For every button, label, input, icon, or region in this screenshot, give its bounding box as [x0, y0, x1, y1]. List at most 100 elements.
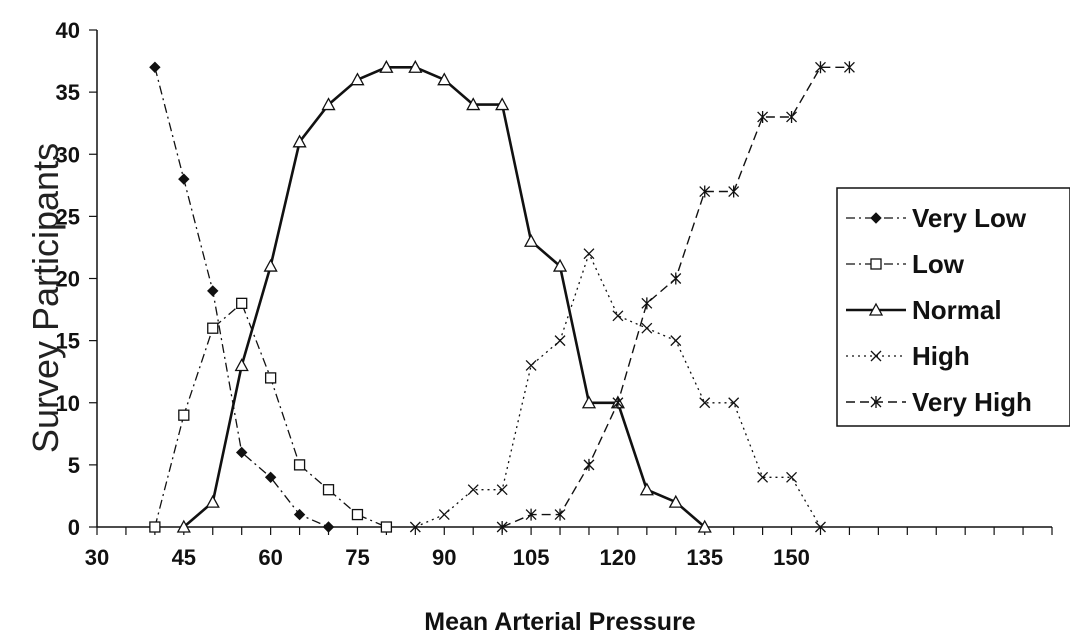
series-very-high — [496, 61, 855, 533]
data-point — [205, 494, 220, 508]
y-tick-label: 20 — [56, 267, 80, 292]
series-low — [149, 297, 393, 533]
x-tick-label: 30 — [85, 545, 109, 570]
data-point — [815, 61, 826, 74]
data-point — [350, 72, 365, 86]
data-point — [263, 258, 278, 272]
legend-item-very-low: Very Low — [846, 203, 1027, 233]
data-point — [612, 310, 624, 322]
legend-item-very-high: Very High — [846, 387, 1032, 417]
data-point — [728, 185, 740, 198]
data-point — [786, 110, 798, 123]
y-tick-label: 40 — [56, 18, 80, 43]
x-axis-title: Mean Arterial Pressure — [424, 608, 696, 636]
data-point — [670, 272, 682, 285]
data-point — [552, 258, 568, 272]
data-point — [178, 409, 190, 421]
data-point — [292, 134, 307, 148]
data-point — [322, 484, 335, 496]
data-point — [699, 185, 711, 198]
y-tick-label: 35 — [56, 80, 80, 105]
x-tick-label: 75 — [345, 545, 369, 570]
data-point — [639, 482, 654, 496]
data-point — [757, 471, 769, 483]
data-point — [236, 297, 248, 310]
x-tick-label: 45 — [172, 545, 196, 570]
data-point — [612, 396, 624, 409]
data-point — [868, 302, 884, 316]
data-point — [207, 322, 219, 334]
data-point — [351, 508, 364, 521]
data-point — [496, 484, 508, 496]
legend-label: Normal — [912, 295, 1002, 325]
legend-item-low: Low — [846, 249, 965, 279]
series-line-very-high — [501, 66, 850, 528]
data-point — [149, 61, 161, 73]
data-point — [870, 396, 882, 408]
data-point — [322, 521, 335, 533]
data-point — [581, 395, 597, 409]
data-point — [699, 397, 711, 409]
series-high — [409, 248, 826, 533]
data-point — [466, 97, 481, 111]
x-tick-label: 120 — [600, 545, 637, 570]
series-normal — [176, 59, 712, 533]
data-point — [815, 521, 826, 533]
data-point — [293, 508, 306, 521]
data-point — [670, 335, 682, 347]
legend-item-normal: Normal — [846, 295, 1002, 325]
data-point — [467, 484, 479, 496]
data-point — [668, 494, 683, 508]
data-point — [264, 372, 277, 384]
data-point — [728, 397, 740, 409]
series-layer — [149, 59, 855, 533]
data-point — [583, 248, 595, 260]
data-point — [641, 297, 653, 310]
data-point — [554, 508, 566, 521]
series-line-high — [415, 252, 822, 528]
y-tick-label: 5 — [68, 453, 80, 478]
data-point — [176, 519, 191, 533]
x-tick-label: 90 — [432, 545, 456, 570]
x-tick-label: 135 — [686, 545, 723, 570]
legend: Very Low Low Normal High Very High — [836, 187, 1070, 427]
data-point — [207, 285, 219, 297]
y-tick-label: 25 — [56, 204, 80, 229]
data-point — [641, 322, 653, 334]
data-point — [379, 59, 394, 73]
legend-label: High — [912, 341, 970, 371]
data-point — [870, 212, 882, 224]
data-point — [554, 335, 566, 347]
data-point — [583, 458, 595, 471]
data-point — [495, 97, 510, 111]
x-tick-label: 150 — [773, 545, 810, 570]
data-point — [496, 521, 508, 533]
legend-label: Very Low — [912, 203, 1027, 233]
data-point — [697, 519, 712, 533]
data-point — [234, 358, 249, 372]
data-point — [437, 72, 452, 86]
series-line-low — [154, 302, 387, 528]
data-point — [178, 173, 190, 185]
legend-label: Very High — [912, 387, 1032, 417]
data-point — [264, 471, 277, 484]
x-axis-ticks: 30 45 60 75 90 105 120 135 150 — [85, 545, 810, 570]
y-tick-label: 0 — [68, 515, 80, 540]
y-tick-label: 15 — [56, 329, 80, 354]
y-axis-ticks: 0 5 10 15 20 25 30 35 40 — [56, 18, 97, 540]
x-tick-label: 60 — [258, 545, 282, 570]
data-point — [408, 59, 423, 73]
data-point — [843, 61, 855, 74]
data-point — [870, 258, 882, 270]
series-very-low — [149, 61, 335, 533]
x-tick-label: 105 — [513, 545, 550, 570]
legend-item-high: High — [846, 341, 970, 371]
data-point — [525, 508, 537, 521]
y-tick-label: 10 — [56, 391, 80, 416]
data-point — [438, 509, 450, 521]
data-point — [321, 97, 336, 111]
data-point — [149, 521, 161, 533]
legend-label: Low — [912, 249, 965, 279]
data-point — [757, 110, 769, 123]
y-axis-title: Survey Participants — [25, 143, 66, 453]
